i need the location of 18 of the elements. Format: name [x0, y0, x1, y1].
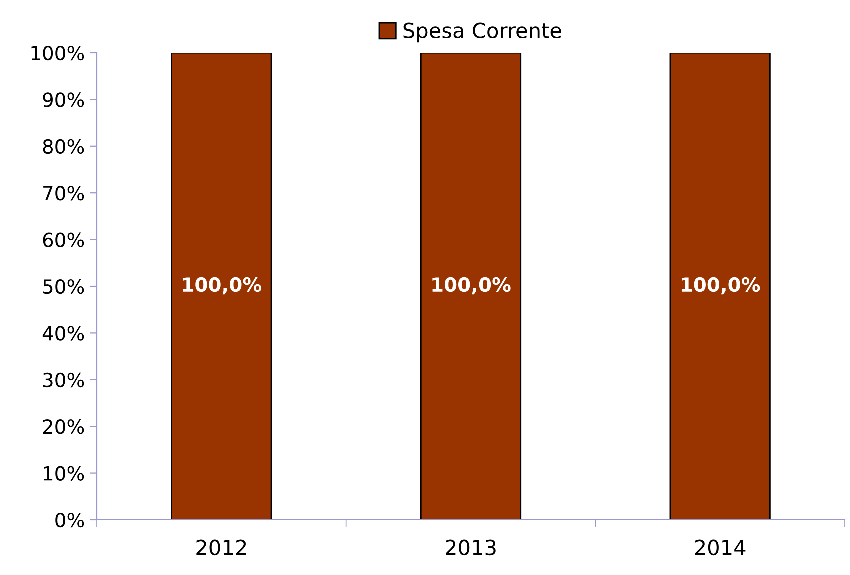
data-label: 100,0%: [432, 277, 511, 295]
y-tick-label: 10%: [44, 466, 84, 481]
y-tick-label: 70%: [44, 186, 84, 201]
y-tick-label: 30%: [43, 372, 84, 388]
data-label: 100,0%: [183, 277, 262, 295]
y-tick-label: 80%: [43, 139, 84, 154]
y-tick-label: 90%: [43, 92, 84, 108]
y-tick-label: 100%: [32, 46, 84, 61]
data-label: 100,0%: [682, 277, 760, 295]
y-tick-label: 0%: [56, 512, 84, 528]
y-tick-label: 20%: [43, 420, 84, 434]
y-tick-label: 50%: [43, 279, 84, 294]
x-tick-label: 2013: [446, 540, 496, 556]
y-tick-label: 40%: [42, 326, 84, 341]
x-tick-label: 2012: [196, 540, 246, 556]
y-tick-label: 60%: [43, 232, 84, 248]
x-tick-label: 2014: [695, 540, 746, 556]
legend-label: Spesa Corrente: [404, 22, 562, 43]
